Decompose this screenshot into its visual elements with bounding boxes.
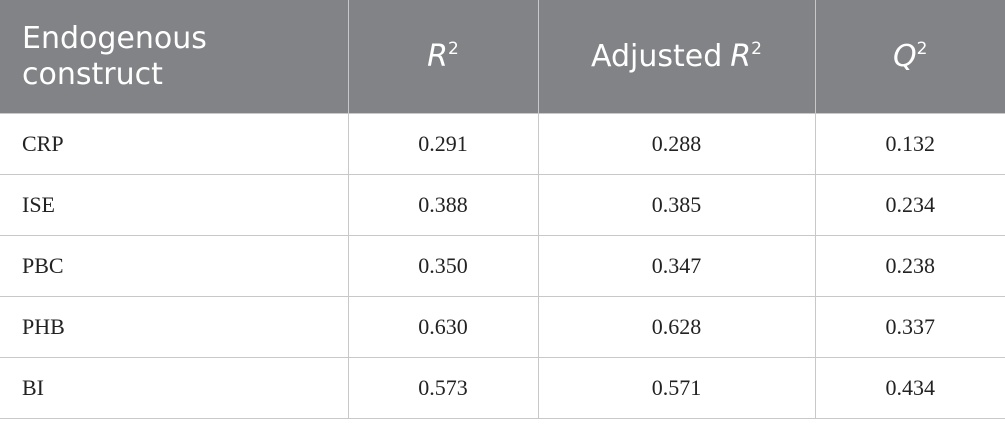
cell-value: 0.434 [814,357,1005,419]
row-label: CRP [0,113,348,175]
cell-value: 0.291 [347,113,538,175]
table: Endogenous construct R2 Adjusted R2 Q2 CRP 0.… [0,0,1005,419]
table-row: BI 0.573 0.571 0.434 [0,357,1005,419]
cell-value: 0.350 [347,235,538,297]
cell-value: 0.288 [537,113,815,175]
header-superscript: 2 [916,38,928,59]
row-label: PHB [0,296,348,358]
header-text: Adjusted [591,38,723,74]
cell-value: 0.630 [347,296,538,358]
row-label: PBC [0,235,348,297]
header-row: Endogenous construct R2 Adjusted R2 Q2 [0,0,1005,114]
header-superscript: 2 [751,38,762,59]
cell-value: 0.337 [814,296,1005,358]
cell-value: 0.628 [537,296,815,358]
table-row: PBC 0.350 0.347 0.238 [0,235,1005,297]
cell-value: 0.238 [814,235,1005,297]
cell-value: 0.573 [347,357,538,419]
table-row: PHB 0.630 0.628 0.337 [0,296,1005,358]
table-header: Endogenous construct R2 Adjusted R2 Q2 [0,0,1005,114]
cell-value: 0.234 [814,174,1005,236]
header-text: Endogenous construct [22,20,207,92]
cell-value: 0.388 [347,174,538,236]
table-body: CRP 0.291 0.288 0.132 ISE 0.388 0.385 0.234 PBC 0… [0,113,1005,419]
header-cell: Adjusted R2 [537,0,815,114]
cell-value: 0.132 [814,113,1005,175]
row-label: ISE [0,174,348,236]
header-symbol: R [427,38,449,74]
header-symbol: Q [893,38,917,74]
header-symbol: R [730,38,752,74]
table-row: CRP 0.291 0.288 0.132 [0,113,1005,175]
header-cell: R2 [347,0,538,114]
cell-value: 0.571 [537,357,815,419]
table-row: ISE 0.388 0.385 0.234 [0,174,1005,236]
row-label: BI [0,357,348,419]
cell-value: 0.385 [537,174,815,236]
header-cell: Endogenous construct [0,0,348,114]
header-superscript: 2 [448,38,459,59]
cell-value: 0.347 [537,235,815,297]
header-cell: Q2 [814,0,1005,114]
